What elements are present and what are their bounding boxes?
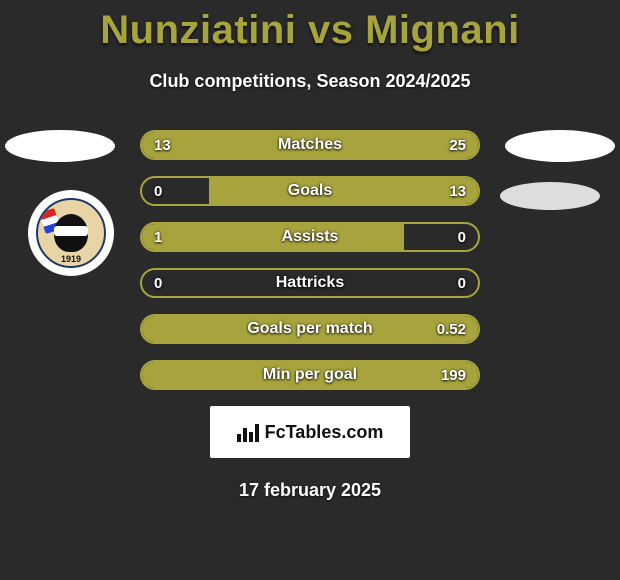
club-logo-icon: 1919 [36, 198, 106, 268]
stat-bars: 1325Matches 013Goals 10Assists 00Hattricks 0… [140, 130, 480, 390]
date-label: 17 february 2025 [0, 480, 620, 501]
player-right-placeholder-icon [505, 130, 615, 162]
comparison-infographic: Nunziatini vs Mignani Club competitions,… [0, 0, 620, 501]
stat-label: Min per goal [142, 362, 478, 388]
brand-badge[interactable]: FcTables.com [210, 406, 410, 458]
logo-year: 1919 [38, 254, 104, 264]
stat-row: 00Hattricks [140, 268, 480, 298]
bar-chart-icon [237, 422, 259, 442]
chart-area: 1919 1325Matches 013Goals 10Assists 00Hattr… [0, 130, 620, 501]
logo-band-icon [54, 226, 88, 236]
stat-row: 1325Matches [140, 130, 480, 160]
stat-label: Goals per match [142, 316, 478, 342]
stat-label: Assists [142, 224, 478, 250]
stat-label: Hattricks [142, 270, 478, 296]
stat-row: 013Goals [140, 176, 480, 206]
logo-head-icon [54, 214, 88, 252]
stat-row: 199Min per goal [140, 360, 480, 390]
stat-row: 0.52Goals per match [140, 314, 480, 344]
stat-label: Matches [142, 132, 478, 158]
club-right-placeholder-icon [500, 182, 600, 210]
brand-name: FcTables.com [265, 422, 384, 443]
page-title: Nunziatini vs Mignani [0, 8, 620, 53]
club-left-logo: 1919 [28, 190, 114, 276]
page-subtitle: Club competitions, Season 2024/2025 [0, 71, 620, 92]
player-left-placeholder-icon [5, 130, 115, 162]
stat-row: 10Assists [140, 222, 480, 252]
stat-label: Goals [142, 178, 478, 204]
